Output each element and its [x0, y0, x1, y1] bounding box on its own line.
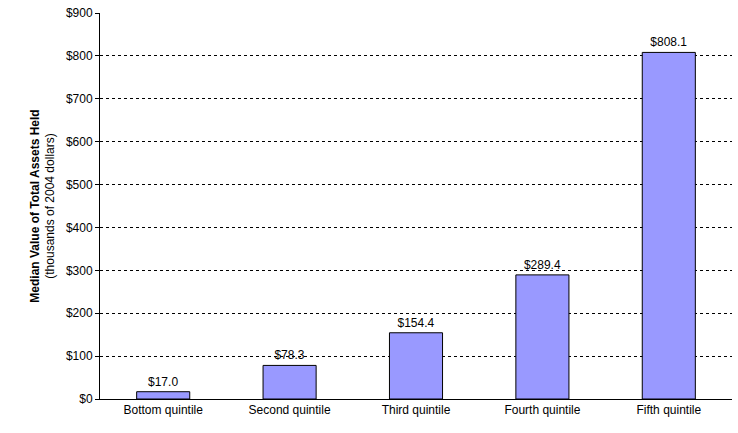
- svg-text:Bottom quintile: Bottom quintile: [124, 403, 204, 417]
- svg-text:$17.0: $17.0: [148, 375, 178, 389]
- svg-text:$600: $600: [66, 135, 93, 149]
- svg-text:$154.4: $154.4: [397, 316, 434, 330]
- svg-text:$400: $400: [66, 221, 93, 235]
- svg-text:$0: $0: [79, 392, 93, 406]
- svg-text:Third quintile: Third quintile: [382, 403, 451, 417]
- svg-text:$800: $800: [66, 49, 93, 63]
- svg-text:$700: $700: [66, 92, 93, 106]
- svg-text:$500: $500: [66, 178, 93, 192]
- svg-text:Second quintile: Second quintile: [249, 403, 331, 417]
- svg-text:$200: $200: [66, 306, 93, 320]
- svg-text:$100: $100: [66, 349, 93, 363]
- svg-text:$900: $900: [66, 6, 93, 20]
- svg-text:$808.1: $808.1: [650, 35, 687, 49]
- svg-text:$78.3: $78.3: [274, 348, 304, 362]
- svg-text:Median Value of Total Assets H: Median Value of Total Assets Held(thousa…: [28, 109, 58, 302]
- svg-text:Fourth quintile: Fourth quintile: [504, 403, 580, 417]
- svg-text:$300: $300: [66, 264, 93, 278]
- svg-text:Fifth quintile: Fifth quintile: [636, 403, 701, 417]
- svg-text:$289.4: $289.4: [524, 258, 561, 272]
